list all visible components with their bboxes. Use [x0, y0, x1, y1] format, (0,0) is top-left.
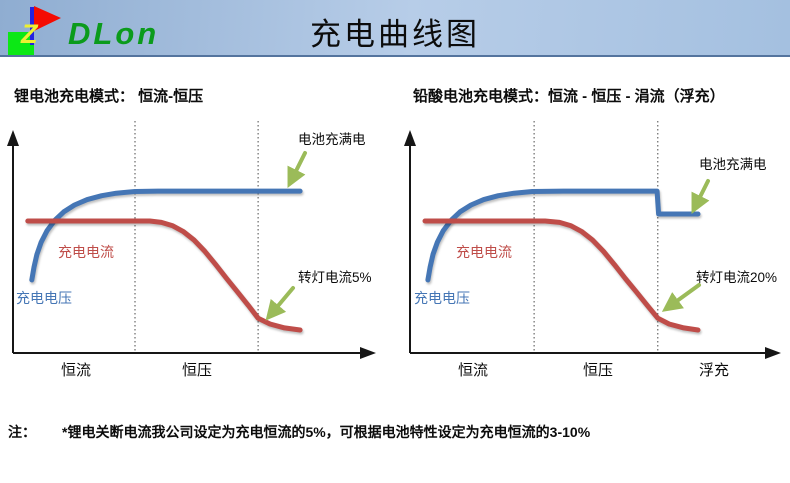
- lead-acid-chart: 充电电流 充电电压 电池充满电 转灯电流20% 恒流 恒压 浮充: [400, 113, 790, 398]
- cutoff-arrow-icon: [265, 286, 295, 321]
- lithium-chart: 充电电流 充电电压 电池充满电 转灯电流5% 恒流 恒压: [5, 113, 390, 398]
- footnote: 注： *锂电关断电流我公司设定为充电恒流的5%，可根据电池特性设定为充电恒流的3-…: [8, 422, 590, 442]
- voltage-curve-label: 充电电压: [414, 290, 470, 306]
- zone-label-cv: 恒压: [583, 362, 614, 379]
- footnote-prefix: 注：: [8, 424, 36, 440]
- lead-acid-plot-area: [422, 121, 701, 353]
- series-充电电流: [25, 218, 303, 333]
- cutoff-annotation: 转灯电流20%: [696, 270, 778, 285]
- full-charge-annotation: 电池充满电: [298, 132, 366, 147]
- lead-acid-chart-title: 铅酸电池充电模式：恒流 - 恒压 - 涓流（浮充）: [413, 88, 725, 105]
- current-curve-label: 充电电流: [58, 244, 114, 260]
- logo-flag-triangle: [34, 6, 61, 31]
- flag-icon: Z: [6, 3, 61, 55]
- series-充电电压: [425, 188, 701, 283]
- series-充电电压: [29, 188, 303, 283]
- footnote-text: *锂电关断电流我公司设定为充电恒流的5%，可根据电池特性设定为充电恒流的3-10…: [62, 424, 591, 440]
- logo-z-letter: Z: [21, 19, 38, 49]
- page-title: 充电曲线图: [310, 17, 480, 52]
- slide-header: Z DLon 充电曲线图: [0, 0, 790, 57]
- logo-green-square: [8, 32, 34, 55]
- lithium-chart-canvas: [6, 121, 376, 359]
- lithium-plot-area: [25, 121, 303, 353]
- full-charge-annotation: 电池充满电: [699, 157, 767, 172]
- voltage-curve-label: 充电电压: [16, 290, 72, 306]
- logo-flag-pole: [30, 7, 34, 45]
- zone-label-cv: 恒压: [182, 362, 213, 379]
- current-curve-label: 充电电流: [456, 244, 512, 260]
- full-charge-arrow-icon: [691, 179, 710, 214]
- cutoff-annotation: 转灯电流5%: [298, 270, 372, 285]
- logo-brand-text: DLon: [68, 16, 160, 51]
- zone-label-float: 浮充: [699, 362, 730, 379]
- lead-acid-chart-canvas: [404, 121, 781, 359]
- full-charge-arrow-icon: [287, 151, 307, 188]
- lithium-chart-title: 锂电池充电模式： 恒流-恒压: [14, 88, 204, 105]
- logo: Z DLon: [6, 3, 159, 55]
- series-充电电流: [422, 218, 701, 333]
- zone-label-cc: 恒流: [458, 362, 489, 379]
- cutoff-arrow-icon: [661, 283, 701, 312]
- zone-label-cc: 恒流: [61, 362, 92, 379]
